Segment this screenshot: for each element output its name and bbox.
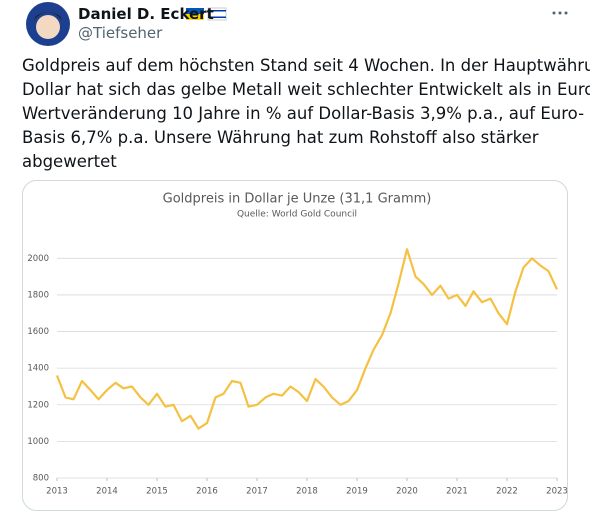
tweet-text: Goldpreis auf dem höchsten Stand seit 4 … bbox=[22, 54, 590, 174]
x-tick-label: 2023 bbox=[546, 487, 568, 497]
price-line bbox=[55, 248, 558, 430]
y-tick-label: 2000 bbox=[27, 254, 49, 264]
x-tick-label: 2017 bbox=[246, 487, 268, 497]
y-tick-label: 1400 bbox=[27, 364, 49, 374]
more-menu[interactable] bbox=[552, 11, 556, 15]
more-menu[interactable] bbox=[558, 11, 562, 15]
flag-ua bbox=[186, 8, 204, 14]
author-name[interactable]: Daniel D. Eckert bbox=[78, 5, 214, 23]
tweet-line: Dollar hat sich das gelbe Metall weit sc… bbox=[22, 80, 590, 99]
tweet-line: Wertveränderung 10 Jahre in % auf Dollar… bbox=[22, 104, 585, 123]
y-tick-label: 800 bbox=[33, 474, 49, 484]
author-handle[interactable]: @Tiefseher bbox=[78, 24, 163, 42]
tweet-line: abgewertet bbox=[22, 152, 117, 171]
y-tick-label: 1600 bbox=[27, 327, 49, 337]
tweet-line: Goldpreis auf dem höchsten Stand seit 4 … bbox=[22, 56, 590, 75]
chart-subtitle: Quelle: World Gold Council bbox=[237, 210, 357, 220]
x-tick-label: 2019 bbox=[346, 487, 368, 497]
y-tick-label: 1800 bbox=[27, 290, 49, 300]
chart-title: Goldpreis in Dollar je Unze (31,1 Gramm) bbox=[163, 192, 432, 207]
more-menu[interactable] bbox=[564, 11, 568, 15]
x-tick-label: 2014 bbox=[96, 487, 118, 497]
flag-il bbox=[208, 10, 226, 12]
x-tick-label: 2020 bbox=[396, 487, 418, 497]
x-tick-label: 2021 bbox=[446, 487, 468, 497]
flag-ua bbox=[186, 14, 204, 20]
x-tick-label: 2015 bbox=[146, 487, 168, 497]
x-tick-label: 2022 bbox=[496, 487, 518, 497]
x-tick-label: 2013 bbox=[46, 487, 68, 497]
y-tick-label: 1000 bbox=[27, 437, 49, 447]
x-tick-label: 2018 bbox=[296, 487, 318, 497]
x-tick-label: 2016 bbox=[196, 487, 218, 497]
tweet-line: Basis 6,7% p.a. Unsere Währung hat zum R… bbox=[22, 128, 539, 147]
flag-il bbox=[208, 16, 226, 18]
avatar-face bbox=[36, 15, 60, 39]
avatar-hair bbox=[34, 12, 62, 20]
media-card[interactable] bbox=[22, 180, 568, 511]
y-tick-label: 1200 bbox=[27, 400, 49, 410]
